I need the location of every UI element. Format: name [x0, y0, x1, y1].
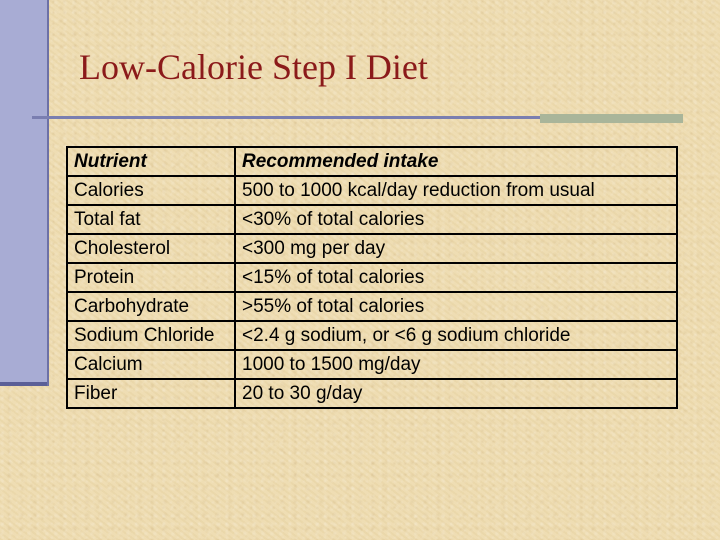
nutrient-cell: Sodium Chloride [66, 320, 236, 351]
header-recommended-intake: Recommended intake [234, 146, 678, 177]
nutrient-cell: Carbohydrate [66, 291, 236, 322]
nutrient-cell: Calcium [66, 349, 236, 380]
intake-cell: 500 to 1000 kcal/day reduction from usua… [234, 175, 678, 206]
nutrient-cell: Total fat [66, 204, 236, 235]
intake-cell: <2.4 g sodium, or <6 g sodium chloride [234, 320, 678, 351]
table-row: Calcium 1000 to 1500 mg/day [66, 349, 678, 380]
left-accent-bar [0, 0, 47, 382]
nutrient-cell: Calories [66, 175, 236, 206]
table-row: Protein <15% of total calories [66, 262, 678, 293]
intake-cell: <30% of total calories [234, 204, 678, 235]
intake-cell: 20 to 30 g/day [234, 378, 678, 409]
intake-cell: <15% of total calories [234, 262, 678, 293]
left-accent-bar-shadow [0, 382, 47, 386]
table-row: Total fat <30% of total calories [66, 204, 678, 235]
header-nutrient: Nutrient [66, 146, 236, 177]
diet-table: Nutrient Recommended intake Calories 500… [66, 146, 678, 409]
nutrient-cell: Fiber [66, 378, 236, 409]
nutrient-cell: Protein [66, 262, 236, 293]
nutrient-cell: Cholesterol [66, 233, 236, 264]
table-row: Sodium Chloride <2.4 g sodium, or <6 g s… [66, 320, 678, 351]
title-divider [32, 116, 540, 119]
intake-cell: <300 mg per day [234, 233, 678, 264]
title-divider-accent [540, 114, 683, 123]
table-header-row: Nutrient Recommended intake [66, 146, 678, 177]
table-row: Fiber 20 to 30 g/day [66, 378, 678, 409]
intake-cell: >55% of total calories [234, 291, 678, 322]
intake-cell: 1000 to 1500 mg/day [234, 349, 678, 380]
table-row: Calories 500 to 1000 kcal/day reduction … [66, 175, 678, 206]
table-row: Cholesterol <300 mg per day [66, 233, 678, 264]
table-row: Carbohydrate >55% of total calories [66, 291, 678, 322]
slide-title: Low-Calorie Step I Diet [79, 47, 428, 87]
left-accent-bar-edge [47, 0, 49, 386]
